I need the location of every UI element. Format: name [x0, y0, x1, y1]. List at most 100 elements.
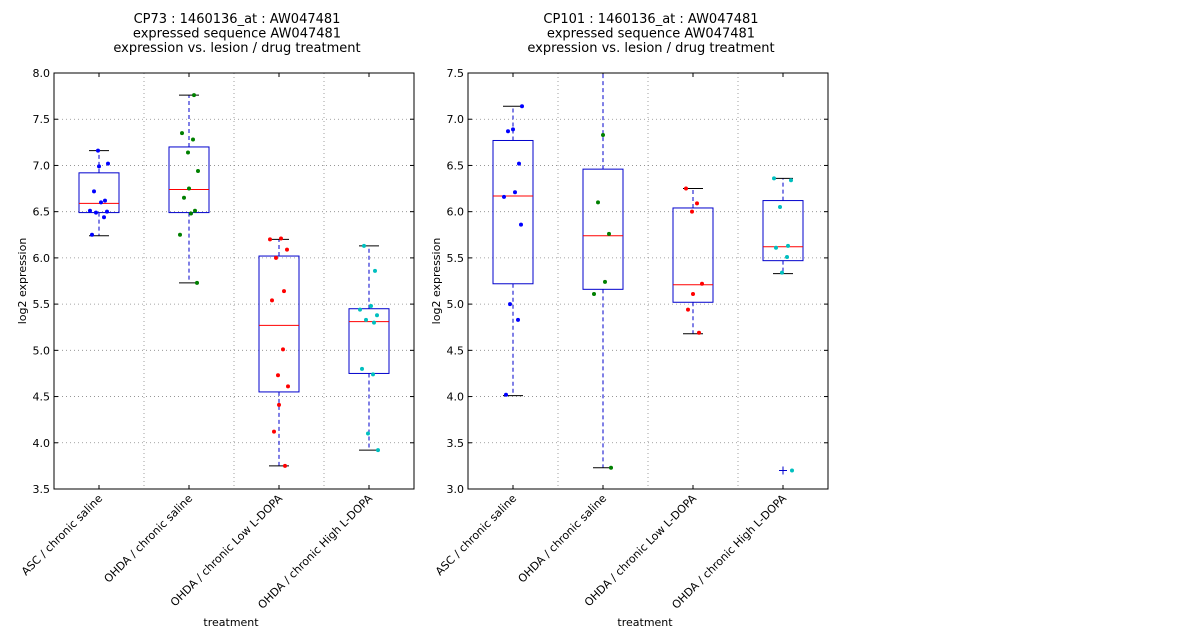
y-tick-label: 3.0: [447, 483, 465, 496]
data-point: [283, 463, 287, 468]
data-point: [369, 303, 373, 308]
data-point: [372, 320, 376, 325]
y-axis-label: log2 expression: [16, 238, 29, 325]
y-tick-label: 6.5: [33, 206, 51, 219]
data-point: [102, 215, 106, 220]
data-point: [686, 307, 690, 312]
data-point: [506, 129, 510, 134]
y-tick-label: 6.0: [447, 206, 465, 219]
y-tick-label: 7.5: [33, 113, 51, 126]
box-iqr: [348, 308, 390, 374]
data-point: [193, 208, 197, 213]
y-tick-label: 5.5: [33, 298, 51, 311]
y-tick-label: 4.5: [447, 344, 465, 357]
data-point: [180, 131, 184, 136]
box-iqr: [492, 139, 534, 285]
data-point: [90, 232, 94, 237]
data-point: [186, 150, 190, 155]
data-point: [96, 148, 100, 153]
plot-area-frame: [53, 72, 415, 490]
chart-title-line: expression vs. lesion / drug treatment: [527, 41, 774, 56]
data-point: [373, 268, 377, 273]
data-point: [277, 402, 281, 407]
data-point: [285, 247, 289, 252]
y-tick-label: 5.0: [33, 344, 51, 357]
data-point: [519, 222, 523, 227]
box-iqr: [168, 146, 210, 214]
y-tick-label: 4.0: [33, 437, 51, 450]
data-point: [362, 243, 366, 248]
y-tick-label: 7.0: [447, 113, 465, 126]
data-point: [517, 161, 521, 166]
y-tick-label: 5.0: [447, 298, 465, 311]
box-iqr: [78, 172, 120, 214]
box-plot-3: [672, 188, 714, 335]
data-point: [780, 270, 784, 275]
data-point: [274, 255, 278, 260]
data-point: [609, 465, 613, 470]
data-point: [97, 164, 101, 169]
chart-title-line: expressed sequence AW047481: [133, 27, 341, 42]
data-point: [785, 254, 789, 259]
data-point: [282, 289, 286, 294]
y-tick-label: 5.5: [447, 252, 465, 265]
data-point: [697, 330, 701, 335]
data-point: [276, 373, 280, 378]
data-point: [272, 429, 276, 434]
data-point: [607, 231, 611, 236]
data-point: [789, 178, 793, 183]
box-iqr: [762, 200, 804, 262]
data-point: [178, 232, 182, 237]
data-point: [192, 93, 196, 98]
data-point: [601, 132, 605, 137]
data-point: [695, 201, 699, 206]
data-point: [360, 366, 364, 371]
y-tick-label: 6.5: [447, 159, 465, 172]
plot-area-frame: [467, 72, 829, 490]
y-tick-label: 6.0: [33, 252, 51, 265]
y-tick-label: 3.5: [33, 483, 51, 496]
data-point: [508, 302, 512, 307]
box-iqr: [582, 168, 624, 290]
y-axis-label: log2 expression: [430, 238, 443, 325]
data-point: [366, 431, 370, 436]
chart-title-line: CP73 : 1460136_at : AW047481: [134, 12, 341, 27]
x-tick-label: OHDA / chronic saline: [516, 492, 610, 586]
data-point: [281, 347, 285, 352]
box-iqr: [672, 207, 714, 303]
data-point: [690, 209, 694, 214]
data-point: [592, 291, 596, 296]
x-axis-label: treatment: [203, 616, 259, 629]
data-point: [103, 198, 107, 203]
data-point: [371, 372, 375, 377]
data-point: [774, 245, 778, 250]
data-point: [502, 194, 506, 199]
data-point: [504, 392, 508, 397]
chart-title-line: expression vs. lesion / drug treatment: [113, 41, 360, 56]
data-point: [92, 189, 96, 194]
data-point: [684, 186, 688, 191]
chart-title-line: CP101 : 1460136_at : AW047481: [543, 12, 758, 27]
data-point: [364, 317, 368, 322]
data-point: [596, 200, 600, 205]
data-point: [279, 236, 283, 241]
data-point: [376, 448, 380, 453]
box-plot-4: [348, 245, 390, 451]
data-point: [790, 468, 794, 473]
data-point: [189, 211, 193, 216]
data-point: [516, 317, 520, 322]
box-plot-3: [258, 238, 300, 467]
x-tick-label: OHDA / chronic saline: [102, 492, 196, 586]
data-point: [106, 161, 110, 166]
chart-title-line: expressed sequence AW047481: [547, 27, 755, 42]
data-point: [195, 280, 199, 285]
data-point: [772, 176, 776, 181]
box-iqr: [258, 255, 300, 393]
data-point: [691, 291, 695, 296]
y-tick-label: 8.0: [33, 67, 51, 80]
box-plot-1: [492, 105, 534, 397]
data-point: [520, 104, 524, 109]
box-plot-2: [582, 72, 624, 469]
